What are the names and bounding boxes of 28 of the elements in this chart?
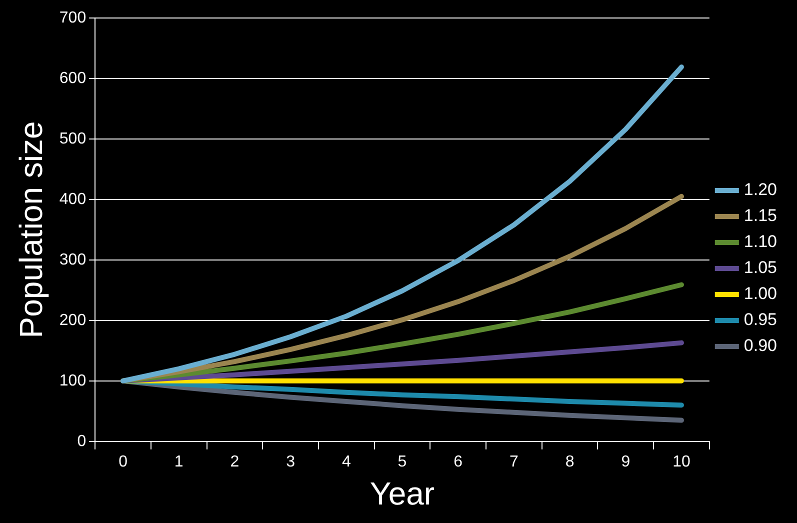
x-tick-label: 8 [565, 453, 574, 470]
x-tick-label: 7 [509, 453, 518, 470]
x-tick-label: 1 [174, 453, 184, 470]
x-tick-label: 9 [621, 453, 630, 470]
x-tick-label: 3 [286, 453, 296, 470]
y-tick-label: 500 [59, 130, 86, 148]
y-tick-label: 600 [59, 70, 86, 87]
y-tick-label: 200 [59, 312, 86, 329]
y-tick-label: 100 [59, 372, 86, 390]
y-tick-label: 400 [59, 190, 86, 208]
y-tick-label: 0 [77, 432, 86, 450]
legend-label: 1.15 [744, 206, 778, 226]
legend-label: 0.95 [744, 310, 778, 330]
x-tick-label: 0 [118, 453, 128, 470]
x-tick-label: 6 [454, 453, 463, 470]
legend-label: 1.20 [744, 180, 778, 200]
x-axis-title: Year [370, 476, 435, 512]
x-tick-label: 4 [342, 453, 351, 470]
legend-label: 1.00 [744, 284, 778, 304]
y-tick-label: 300 [59, 251, 86, 268]
x-tick-label: 10 [672, 453, 690, 470]
y-axis-title: Population size [13, 121, 50, 338]
y-tick-label: 700 [59, 9, 86, 26]
legend-label: 1.10 [744, 232, 778, 252]
x-tick-label: 5 [398, 453, 407, 470]
legend-label: 1.05 [744, 258, 778, 278]
legend-label: 0.90 [744, 336, 778, 356]
x-tick-label: 2 [230, 453, 240, 470]
